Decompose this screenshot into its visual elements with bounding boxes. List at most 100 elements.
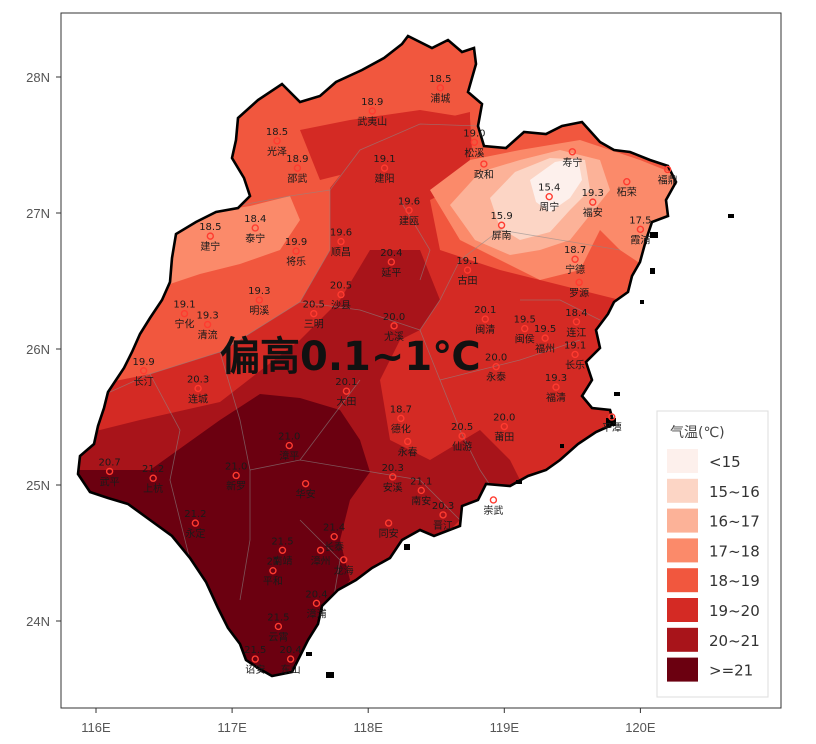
station: 永春 <box>398 437 418 458</box>
station: 19.3 清流 <box>196 311 218 342</box>
station: 21.5 云霄 <box>267 612 289 643</box>
station-name: 连城 <box>188 392 208 405</box>
station: 寿宁 <box>562 148 582 169</box>
y-tick-label: 27N <box>26 206 50 221</box>
station: 罗源 <box>569 278 589 299</box>
station-value: 19.3 <box>545 373 567 384</box>
station-name: 南靖 <box>272 554 292 567</box>
station-value: 20.1 <box>474 305 496 316</box>
station-marker <box>439 511 447 519</box>
station-marker <box>232 471 240 480</box>
station-marker <box>330 532 338 541</box>
station: 漳州 <box>311 546 331 567</box>
station-name: 云霄 <box>268 631 288 643</box>
station-value: 19.1 <box>173 300 195 311</box>
station: 20.1 闽清 <box>474 305 496 336</box>
station-value: 21.0 <box>225 461 247 472</box>
station-marker <box>571 255 579 263</box>
station-name: 福鼎 <box>658 173 678 186</box>
station-marker <box>397 414 405 423</box>
station-value: 19.1 <box>456 256 478 267</box>
station-name: 平和 <box>263 576 283 588</box>
stations: 18.5浦城18.9武夷山18.5光泽18.9邵武19.1建阳19.0松溪政和寿… <box>98 74 677 676</box>
station: 20.4 漳浦 <box>305 589 327 620</box>
station: 20.3 连城 <box>187 374 209 405</box>
station-name: 南安 <box>411 494 431 507</box>
station-name: 漳州 <box>311 554 331 567</box>
station-value: 18.7 <box>564 245 586 256</box>
station: 19.5 福州 <box>534 324 556 355</box>
station-value: 21.0 <box>278 432 300 443</box>
legend-swatch <box>667 568 698 593</box>
station-value: 19.5 <box>514 315 536 326</box>
station-name: 福清 <box>546 391 566 404</box>
station-name: 福安 <box>583 206 603 219</box>
station-name: 莆田 <box>494 431 514 444</box>
station-name: 武夷山 <box>357 115 387 128</box>
legend-item: 20~21 <box>667 627 760 652</box>
station-marker <box>552 383 560 391</box>
station-name: 浦城 <box>430 92 450 105</box>
station-name: 建瓯 <box>399 214 419 227</box>
y-tick-label: 25N <box>26 478 50 493</box>
station-value: 20.5 <box>303 300 325 311</box>
station-value: 18.4 <box>565 308 587 319</box>
station-name: 霞浦 <box>630 233 650 246</box>
station-marker <box>273 137 281 145</box>
station-value: 19.9 <box>285 237 307 248</box>
station: 15.9 屏南 <box>490 211 512 242</box>
station-name: 松溪 <box>464 146 484 159</box>
station: 21.1 南安 <box>410 476 432 507</box>
station-value: 21.1 <box>410 476 432 487</box>
station-name: 宁化 <box>174 318 194 331</box>
legend-label: 18~19 <box>709 572 760 590</box>
station: 20.3 晋江 <box>432 501 454 532</box>
station-marker <box>316 546 325 554</box>
station: 同安 <box>379 519 399 540</box>
zone-lt15 <box>530 158 582 212</box>
station-marker <box>489 496 498 504</box>
station-value: 21.2 <box>142 464 164 475</box>
x-tick-label: 120E <box>625 720 656 735</box>
station-marker <box>403 437 412 446</box>
station-name: 新罗 <box>226 479 246 492</box>
station-name: 邵武 <box>287 172 307 185</box>
station-value: 20.5 <box>330 281 352 292</box>
y-tick-label: 24N <box>26 614 50 629</box>
station: 华安 <box>296 479 316 501</box>
station: 19.1 宁化 <box>173 300 195 331</box>
station-marker <box>278 546 287 554</box>
station-marker <box>463 266 472 274</box>
station-name: 古田 <box>458 274 478 287</box>
station: 19.1 古田 <box>456 256 478 287</box>
station-marker <box>380 164 389 172</box>
legend-label: 15~16 <box>709 483 760 501</box>
station-marker <box>206 232 215 240</box>
station: 政和 <box>474 160 494 181</box>
station-name: 政和 <box>474 168 494 181</box>
station-name: 永泰 <box>486 371 506 384</box>
station-name: 漳浦 <box>306 607 326 620</box>
station-name: 长乐 <box>565 359 585 371</box>
station-marker <box>301 479 310 488</box>
station-value: 21.2 <box>184 509 206 520</box>
station: 19.3 福安 <box>582 188 604 219</box>
station-name: 仙游 <box>452 440 472 453</box>
station-name: 柘荣 <box>617 186 637 199</box>
station-marker <box>269 566 277 575</box>
station-value: 20.0 <box>493 413 515 424</box>
station-name: 诏安 <box>245 663 265 676</box>
station-marker <box>139 367 148 375</box>
legend-swatch <box>667 508 698 533</box>
station-marker <box>575 278 583 287</box>
station: 19.3 明溪 <box>248 286 270 317</box>
station: 20.0 莆田 <box>493 413 515 444</box>
station-value: 18.5 <box>429 74 451 85</box>
station: 20.1 大田 <box>335 377 357 408</box>
station: 平潭 <box>602 413 622 434</box>
station-marker <box>663 165 672 174</box>
station-value: 18.5 <box>266 127 288 138</box>
station-value: 21 <box>267 557 280 568</box>
legend-label: 17~18 <box>709 542 760 560</box>
station-marker <box>480 160 488 168</box>
